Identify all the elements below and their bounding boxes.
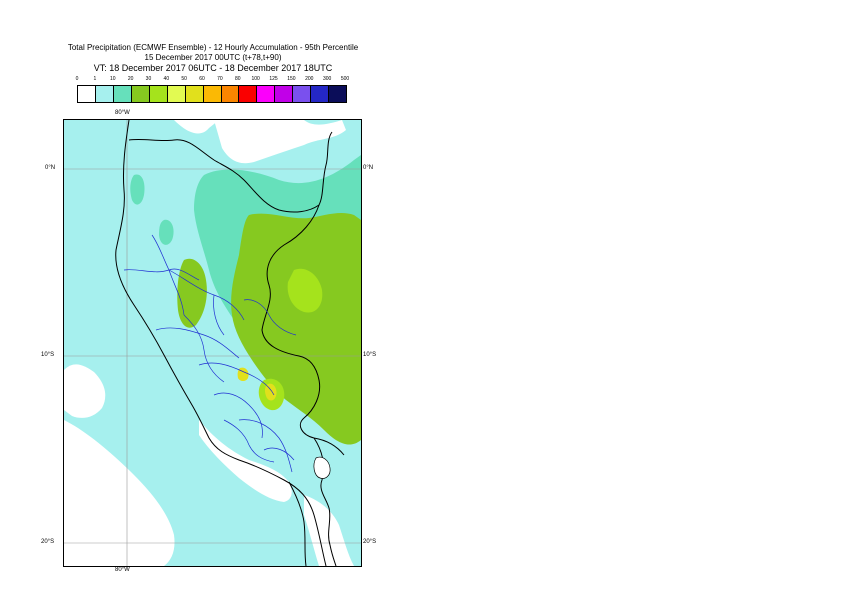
- region-borders: [123, 234, 297, 473]
- legend-label-4: 30: [145, 76, 152, 82]
- precip-core-yellow-1: [264, 383, 277, 401]
- precip-core-lightgreen-1: [287, 268, 323, 313]
- precip-core-yellow-2: [237, 367, 249, 381]
- map-panel: [63, 119, 362, 567]
- legend-label-9: 80: [235, 76, 241, 82]
- legend-label-0: 0: [75, 76, 79, 82]
- legend-label-12: 150: [287, 76, 296, 82]
- legend-swatch-11: [275, 86, 294, 102]
- lat-label-left-1: 10°S: [41, 352, 55, 358]
- legend-label-2: 10: [109, 76, 116, 82]
- legend-labels: 0 1 10 20 30 40 50 60 70 80 100 125 150 200 300 500: [75, 76, 350, 84]
- title-line-3: VT: 18 December 2017 06UTC - 18 December…: [93, 63, 333, 73]
- precip-area-green: [231, 213, 361, 445]
- lat-label-right-1: 10°S: [363, 352, 377, 358]
- dry-zone-northeast: [214, 120, 346, 164]
- legend-label-6: 50: [181, 76, 187, 82]
- precip-area-teal-small-2: [159, 219, 174, 245]
- dry-zone-ocean-central: [64, 364, 106, 418]
- precipitation-map: [64, 120, 361, 566]
- legend-label-7: 60: [199, 76, 205, 82]
- lat-label-right-2: 20°S: [363, 539, 377, 545]
- precip-area-teal-small-1: [130, 174, 145, 205]
- legend-swatch-14: [329, 86, 347, 102]
- country-border-chile: [288, 481, 307, 566]
- legend-swatch-6: [185, 86, 204, 102]
- legend-swatch-4: [149, 86, 168, 102]
- legend-label-14: 300: [322, 76, 332, 82]
- country-border-peru-brazil: [261, 204, 345, 456]
- legend-label-11: 125: [269, 76, 278, 82]
- title-line-2: 15 December 2017 00UTC (t+78,t+90): [144, 53, 282, 62]
- legend-label-1: 1: [93, 76, 97, 82]
- legend-swatch-2: [113, 86, 132, 102]
- coastline: [115, 120, 327, 566]
- top-longitude-label: 80°W: [115, 110, 130, 116]
- title-line-1: Total Precipitation (ECMWF Ensemble) - 1…: [67, 43, 359, 52]
- bottom-longitude-label: 80°W: [115, 567, 130, 573]
- legend-swatch-8: [221, 86, 240, 102]
- legend-swatch-12: [293, 86, 312, 102]
- legend-swatch-5: [167, 86, 186, 102]
- legend-swatch-9: [239, 86, 258, 102]
- legend-label-10: 100: [251, 76, 260, 82]
- legend-swatch-7: [203, 86, 222, 102]
- legend-label-5: 40: [163, 76, 170, 82]
- lat-label-right-0: 0°N: [363, 165, 374, 171]
- title-block: Total Precipitation (ECMWF Ensemble) - 1…: [48, 43, 378, 74]
- legend-label-13: 200: [305, 76, 314, 82]
- country-border-ecuador-colombia: [128, 131, 333, 213]
- precip-area-green-west: [177, 258, 207, 328]
- dry-zone-ocean-south: [64, 420, 175, 566]
- legend-swatch-0: [78, 86, 96, 102]
- legend-label-15: 500: [340, 76, 350, 82]
- legend-swatch-3: [131, 86, 150, 102]
- precipitation-legend: 0 1 10 20 30 40 50 60 70 80 100 125 150 200 300 500: [75, 76, 350, 103]
- lake-titicaca: [313, 456, 331, 479]
- legend-swatch-10: [257, 86, 276, 102]
- legend-label-3: 20: [127, 76, 134, 82]
- lat-label-left-2: 20°S: [41, 539, 55, 545]
- legend-swatch-13: [311, 86, 330, 102]
- legend-label-8: 70: [217, 76, 223, 82]
- dry-zone-coast-strip: [199, 420, 292, 502]
- legend-color-bar: [77, 85, 347, 103]
- legend-swatch-1: [95, 86, 114, 102]
- lat-label-left-0: 0°N: [45, 165, 56, 171]
